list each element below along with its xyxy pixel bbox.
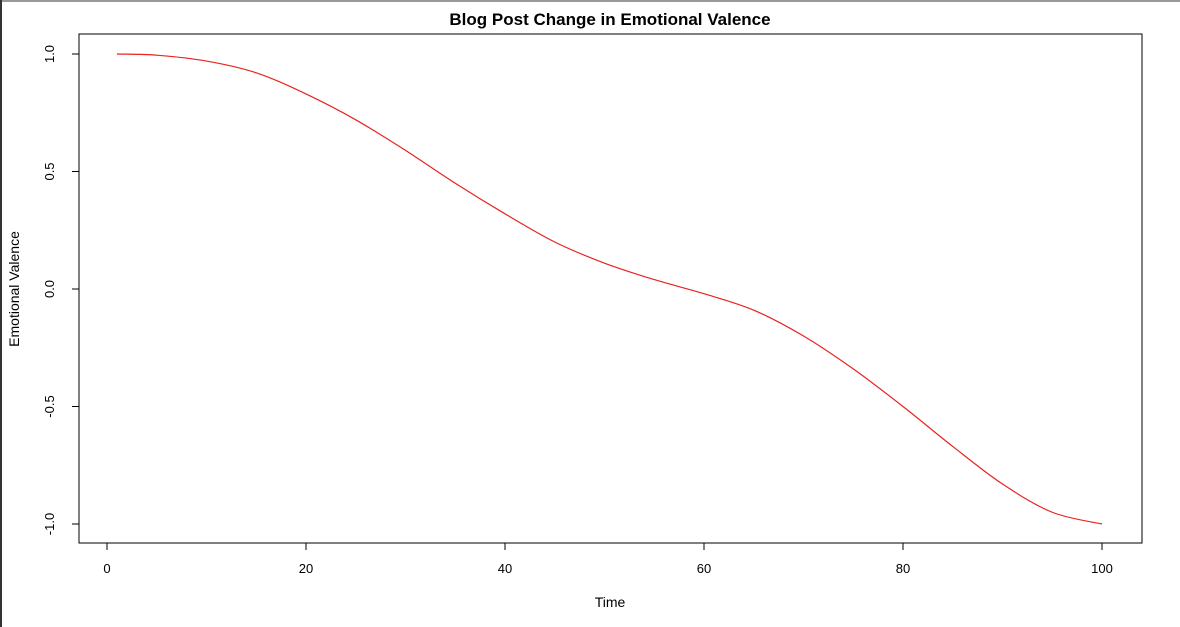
x-tick-label: 100	[1091, 561, 1113, 576]
x-tick-label: 0	[103, 561, 110, 576]
y-tick-label: 0.0	[42, 280, 57, 298]
x-tick-label: 80	[896, 561, 910, 576]
y-tick-label: -1.0	[42, 513, 57, 535]
x-tick-label: 60	[697, 561, 711, 576]
x-tick-label: 40	[498, 561, 512, 576]
x-axis-label: Time	[595, 594, 626, 610]
y-tick-label: 1.0	[42, 45, 57, 63]
series-line	[116, 53, 1103, 525]
x-tick-label: 20	[299, 561, 313, 576]
y-tick-label: 0.5	[42, 162, 57, 180]
chart-title: Blog Post Change in Emotional Valence	[449, 10, 770, 29]
y-axis: -1.0 -0.5 0.0 0.5 1.0	[42, 45, 80, 535]
y-axis-label: Emotional Valence	[6, 231, 22, 347]
x-axis: 0 20 40 60 80 100	[103, 542, 1113, 576]
y-tick-label: -0.5	[42, 395, 57, 417]
